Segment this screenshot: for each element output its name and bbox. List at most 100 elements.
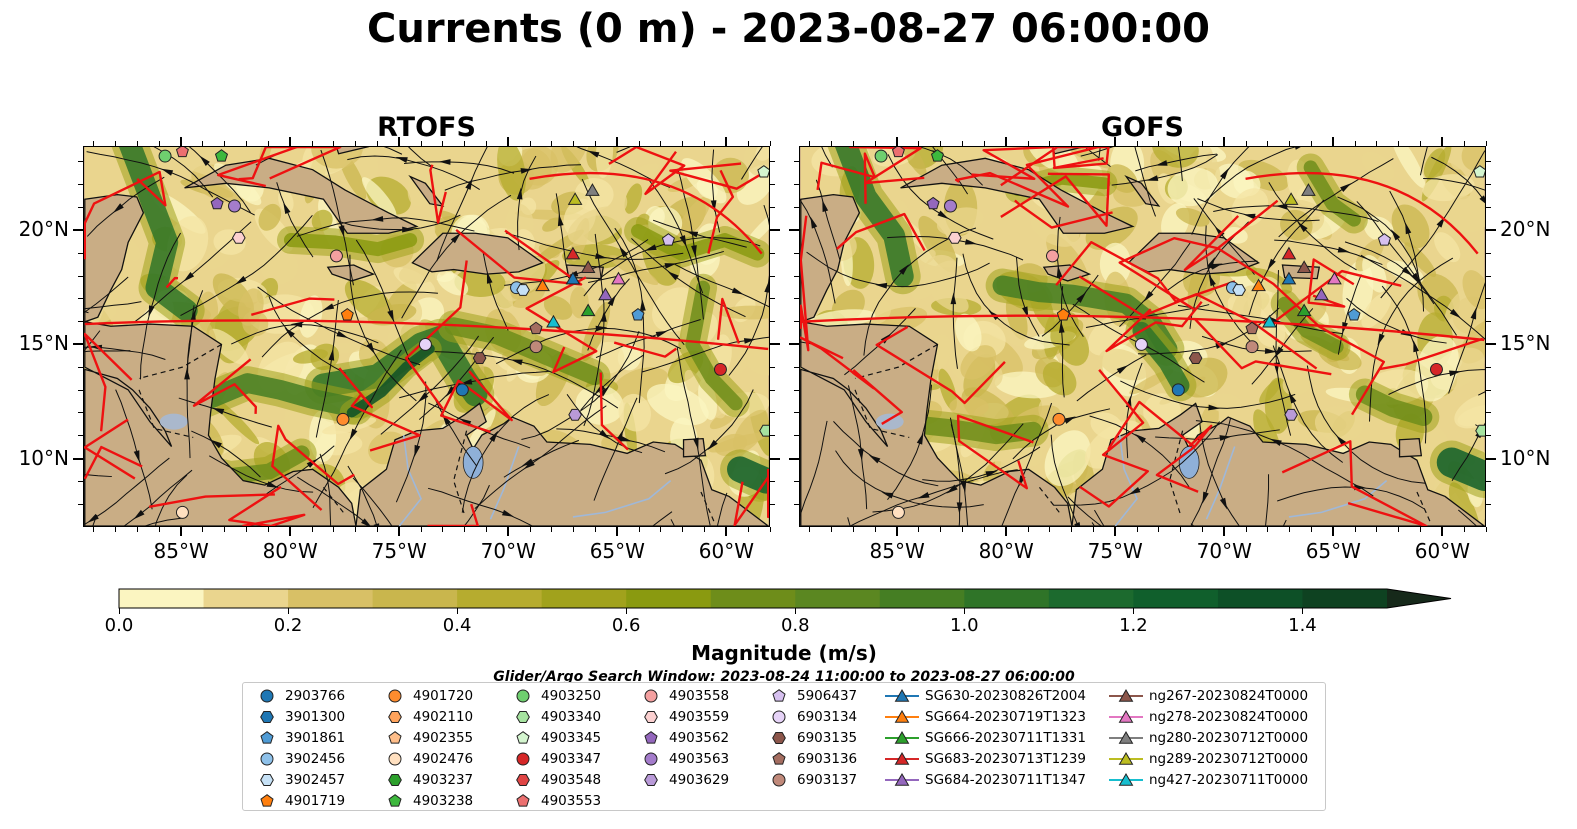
legend-label: ng278-20230824T0000 [1149, 708, 1309, 725]
observation-markers [158, 147, 769, 519]
colorbar-tick-label: 1.0 [950, 615, 979, 636]
tick-mark [78, 207, 83, 209]
tick-label: 85°W [153, 539, 209, 563]
legend: 2903766 3901300 3901861 3902456 3902457 49017… [242, 682, 1326, 811]
legend-marker [894, 688, 910, 702]
legend-item: 4903347 [511, 748, 601, 769]
tick-mark [747, 527, 749, 532]
hexagon-marker-icon [772, 731, 786, 744]
tick-mark [853, 527, 855, 532]
tick-mark [962, 141, 964, 146]
tick-mark [940, 527, 942, 532]
tick-mark [1486, 229, 1496, 232]
land [84, 147, 769, 526]
tick-mark [794, 298, 799, 300]
tick-mark [93, 527, 95, 532]
colorbar-outline [118, 588, 1452, 609]
obs-SG684-20230711T1347 [1314, 287, 1329, 301]
obs-4903558 [1045, 249, 1059, 263]
obs-4903347 [714, 362, 727, 376]
legend-label: 4903559 [669, 708, 730, 725]
legend-marker [1118, 772, 1134, 786]
legend-label: ng267-20230824T0000 [1149, 687, 1309, 704]
legend-item: 4902476 [383, 748, 473, 769]
tick-mark [420, 527, 422, 532]
tick-mark [78, 435, 83, 437]
colorbar-segment [541, 589, 627, 608]
tick-mark [158, 141, 160, 146]
map-panel-rtofs [83, 146, 770, 527]
tick-mark [398, 137, 401, 146]
tick-mark [794, 161, 799, 163]
country-border [854, 389, 910, 439]
river [398, 435, 422, 526]
tick-mark [78, 389, 83, 391]
legend-item: 4901719 [255, 790, 345, 811]
obs-4903347 [1430, 362, 1443, 376]
tick-label: 75°W [371, 539, 427, 563]
obs-SG683-20230713T1239 [1281, 246, 1297, 260]
tick-mark [1486, 298, 1491, 300]
tick-mark [1049, 141, 1051, 146]
tick-mark [1354, 527, 1356, 532]
colorbar-extend-arrow [1387, 589, 1451, 608]
tick-mark [485, 141, 487, 146]
colorbar-tick-label: 0.2 [273, 615, 303, 636]
tick-mark [137, 527, 139, 532]
tick-mark [1376, 527, 1378, 532]
tick-mark [355, 527, 357, 532]
pentagon-marker-icon [644, 730, 658, 744]
legend-marker [516, 730, 530, 744]
tick-mark [1486, 503, 1491, 505]
obs-4903345 [757, 165, 769, 178]
tick-mark [770, 321, 775, 323]
tick-mark [770, 343, 780, 346]
lake-nicaragua [875, 413, 904, 430]
tick-mark [78, 184, 83, 186]
tick-mark [1223, 137, 1226, 146]
colorbar-segment [119, 589, 205, 608]
tick-mark [137, 141, 139, 146]
tick-label: 10°N [1500, 445, 1551, 470]
tick-mark [660, 527, 662, 532]
tick-mark [1332, 137, 1335, 146]
tick-mark [1486, 412, 1491, 414]
legend-label: 6903137 [797, 771, 858, 788]
tick-mark [246, 527, 248, 532]
legend-marker [516, 773, 530, 786]
legend-item: 4903345 [511, 727, 601, 748]
legend-item: 6903137 [767, 769, 857, 790]
legend-label: 4903340 [541, 708, 602, 725]
tick-label: 10°N [18, 445, 69, 470]
tick-mark [770, 229, 780, 232]
legend-label: 4903238 [413, 792, 474, 809]
colorbar-segment [457, 589, 543, 608]
tick-mark [1245, 527, 1247, 532]
legend-marker [644, 710, 658, 723]
legend-item: ng278-20230824T0000 [1109, 706, 1308, 727]
tick-mark [1485, 141, 1487, 146]
tick-mark [794, 321, 799, 323]
tick-label: 70°W [1196, 539, 1252, 563]
tick-mark [770, 480, 775, 482]
legend-label: 4902355 [413, 729, 474, 746]
legend-marker [894, 772, 910, 786]
legend-marker [516, 793, 530, 807]
obs-4903629 [568, 408, 582, 421]
obs-4903559 [231, 231, 246, 244]
tick-mark [770, 161, 775, 163]
obs-ng280-20230712T0000 [585, 183, 600, 196]
tick-mark [1311, 141, 1313, 146]
tick-mark [1486, 321, 1491, 323]
tick-mark [1267, 527, 1269, 532]
legend-marker [644, 773, 658, 786]
legend-label: SG666-20230711T1331 [925, 729, 1086, 746]
legend-label: ng280-20230712T0000 [1149, 729, 1309, 746]
tick-mark [940, 141, 942, 146]
legend-marker [644, 730, 658, 744]
tick-mark [638, 527, 640, 532]
tick-mark [1332, 527, 1335, 536]
pentagon-marker-icon [260, 730, 274, 744]
tick-mark [770, 366, 775, 368]
legend-marker [516, 689, 530, 702]
